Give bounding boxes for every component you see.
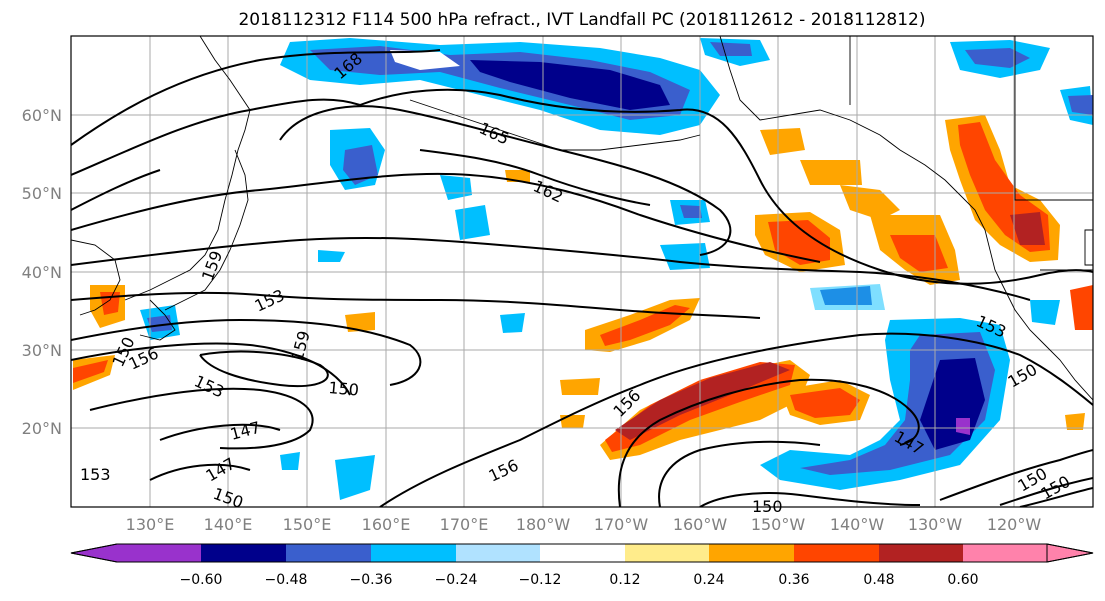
lat-label: 40°N — [22, 263, 62, 282]
lat-label: 60°N — [22, 106, 62, 125]
lon-label: 160°E — [362, 515, 411, 534]
colorbar-bin — [286, 544, 371, 562]
lon-label: 120°W — [987, 515, 1042, 534]
lon-label: 150°E — [283, 515, 332, 534]
colorbar-tick: 0.12 — [609, 572, 640, 588]
colorbar-tick: 0.24 — [693, 572, 724, 588]
colorbar-bin — [371, 544, 456, 562]
lon-label: 180°W — [516, 515, 571, 534]
lat-label: 50°N — [22, 184, 62, 203]
lon-label: 170°W — [594, 515, 649, 534]
coastlines — [71, 36, 1093, 401]
lon-label: 150°W — [751, 515, 806, 534]
colorbar-tick: −0.48 — [265, 572, 308, 588]
colorbar-bin — [963, 544, 1047, 562]
lon-label: 140°E — [204, 515, 253, 534]
colorbar-extend-max — [1046, 543, 1094, 563]
lon-label: 130°E — [126, 515, 175, 534]
contour-label: 153 — [80, 465, 111, 484]
colorbar-tick: 0.60 — [947, 572, 978, 588]
map-panel: 168 165 162 159 153 150 156 153 159 150 … — [70, 35, 1094, 516]
figure-title: 2018112312 F114 500 hPa refract., IVT La… — [238, 10, 925, 30]
map-frame — [70, 35, 1094, 508]
colorbar-tick: −0.60 — [180, 572, 223, 588]
map-gridlines — [71, 36, 1093, 507]
colorbar-outline — [70, 543, 1094, 563]
latitude-labels: 60°N 50°N 40°N 30°N 20°N — [22, 106, 62, 438]
contour-label: 150 — [328, 378, 360, 400]
lat-label: 30°N — [22, 341, 62, 360]
colorbar-tick: −0.36 — [350, 572, 393, 588]
lon-label: 140°W — [830, 515, 885, 534]
lon-label: 130°W — [908, 515, 963, 534]
colorbar-bin — [456, 544, 540, 562]
colorbar-bin — [540, 544, 625, 562]
colorbar-bin — [879, 544, 963, 562]
colorbar-bin — [709, 544, 794, 562]
colorbar-tick: −0.12 — [519, 572, 562, 588]
colorbar-bin — [625, 544, 709, 562]
colorbar-tick: 0.36 — [778, 572, 809, 588]
lon-label: 170°E — [440, 515, 489, 534]
longitude-labels: 130°E 140°E 150°E 160°E 170°E 180°W 170°… — [126, 515, 1042, 534]
colorbar-tick: −0.24 — [435, 572, 478, 588]
lat-label: 20°N — [22, 419, 62, 438]
colorbar-bin — [117, 544, 201, 562]
colorbar-bin — [201, 544, 286, 562]
colorbar: −0.60 −0.48 −0.36 −0.24 −0.12 0.12 0.24 … — [70, 543, 1094, 588]
colorbar-bin — [794, 544, 879, 562]
refractivity-contours — [71, 49, 1093, 507]
lon-label: 160°W — [673, 515, 728, 534]
colorbar-tick: 0.48 — [863, 572, 894, 588]
